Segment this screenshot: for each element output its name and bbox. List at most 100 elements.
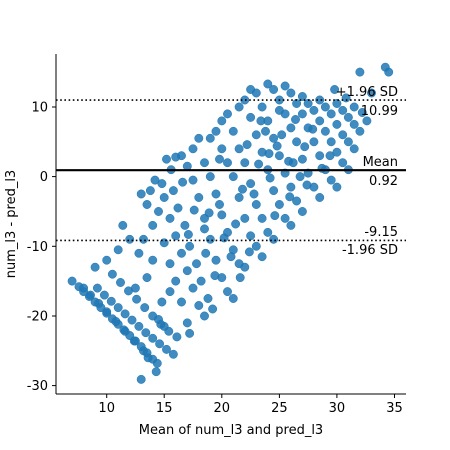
data-point — [118, 220, 128, 230]
data-point — [240, 213, 250, 223]
data-point — [343, 137, 353, 147]
data-point — [188, 175, 198, 185]
data-point — [165, 259, 175, 269]
data-point — [234, 144, 244, 154]
data-point — [208, 304, 218, 314]
data-point — [251, 130, 261, 140]
data-point — [231, 219, 241, 229]
data-point — [151, 367, 161, 377]
data-point — [228, 294, 238, 303]
data-point — [295, 172, 305, 182]
data-point — [203, 294, 213, 303]
data-point — [148, 255, 158, 265]
data-point — [196, 276, 206, 286]
data-point — [286, 220, 296, 230]
data-point — [182, 266, 192, 276]
data-point — [235, 273, 245, 283]
data-point — [246, 112, 256, 122]
data-point — [139, 346, 148, 356]
data-point — [210, 271, 220, 281]
data-point — [269, 234, 279, 244]
x-tick-label: 20 — [214, 401, 231, 416]
data-point — [286, 182, 296, 192]
data-point — [162, 154, 171, 164]
data-point — [326, 109, 336, 119]
data-point — [107, 269, 117, 279]
data-point — [286, 88, 296, 98]
data-point — [152, 358, 162, 368]
data-point — [145, 186, 155, 196]
data-point — [338, 130, 348, 140]
data-point — [99, 290, 109, 300]
data-point — [106, 296, 116, 306]
data-point — [136, 374, 146, 384]
data-point — [240, 158, 250, 168]
data-point — [280, 213, 290, 223]
data-point — [90, 262, 100, 272]
data-point — [92, 283, 102, 293]
axes — [55, 54, 406, 395]
data-point — [349, 119, 359, 129]
data-point — [211, 126, 221, 136]
data-point — [320, 102, 330, 112]
data-point — [120, 326, 130, 336]
data-point — [132, 294, 142, 304]
data-point — [129, 336, 139, 346]
data-point — [326, 137, 336, 147]
x-tick-label: 15 — [156, 401, 173, 416]
data-point — [265, 173, 275, 183]
data-point — [251, 241, 261, 251]
upper-loa-label-bottom: 10.99 — [361, 104, 398, 119]
data-point — [246, 179, 256, 189]
data-point — [189, 205, 199, 215]
data-point — [254, 159, 264, 169]
data-point — [257, 213, 267, 223]
data-point — [200, 224, 209, 234]
data-point — [217, 116, 227, 126]
data-point — [185, 241, 195, 251]
data-point — [292, 137, 302, 147]
data-point — [234, 193, 244, 202]
data-point — [242, 140, 252, 150]
data-point — [134, 321, 144, 331]
data-point — [125, 234, 135, 244]
data-point — [341, 93, 351, 103]
data-point — [384, 67, 394, 77]
data-point — [148, 220, 158, 230]
data-point — [274, 151, 284, 161]
data-point — [157, 297, 167, 307]
data-point — [94, 298, 104, 308]
data-point — [325, 151, 335, 161]
x-tick-label: 10 — [98, 401, 115, 416]
data-point — [285, 192, 295, 202]
data-point — [274, 105, 284, 115]
data-point — [215, 154, 224, 164]
axis-ticks: 10 15 20 25 30 35 -30 -20 -10 0 10 — [27, 101, 403, 417]
data-point — [223, 109, 232, 119]
data-point — [315, 116, 325, 126]
data-point — [143, 353, 153, 363]
data-point — [201, 248, 211, 258]
x-tick-label: 30 — [329, 401, 346, 416]
data-point — [286, 123, 296, 133]
mean-label-bottom: 0.92 — [369, 174, 398, 189]
data-point — [257, 102, 267, 112]
data-point — [251, 88, 261, 98]
data-point — [297, 154, 307, 164]
reference-lines — [56, 99, 406, 242]
lower-loa-label-top: -9.15 — [364, 225, 398, 240]
data-point — [302, 180, 312, 190]
data-point — [183, 230, 193, 239]
data-point — [154, 315, 163, 324]
data-point — [165, 287, 175, 297]
data-point — [200, 158, 209, 168]
data-point — [332, 182, 342, 192]
data-point — [249, 189, 259, 199]
data-point — [168, 186, 178, 196]
data-point — [238, 184, 247, 194]
data-point — [178, 177, 188, 187]
data-point — [86, 290, 95, 300]
data-point — [326, 175, 336, 185]
data-point — [357, 108, 367, 117]
data-point — [142, 273, 152, 283]
